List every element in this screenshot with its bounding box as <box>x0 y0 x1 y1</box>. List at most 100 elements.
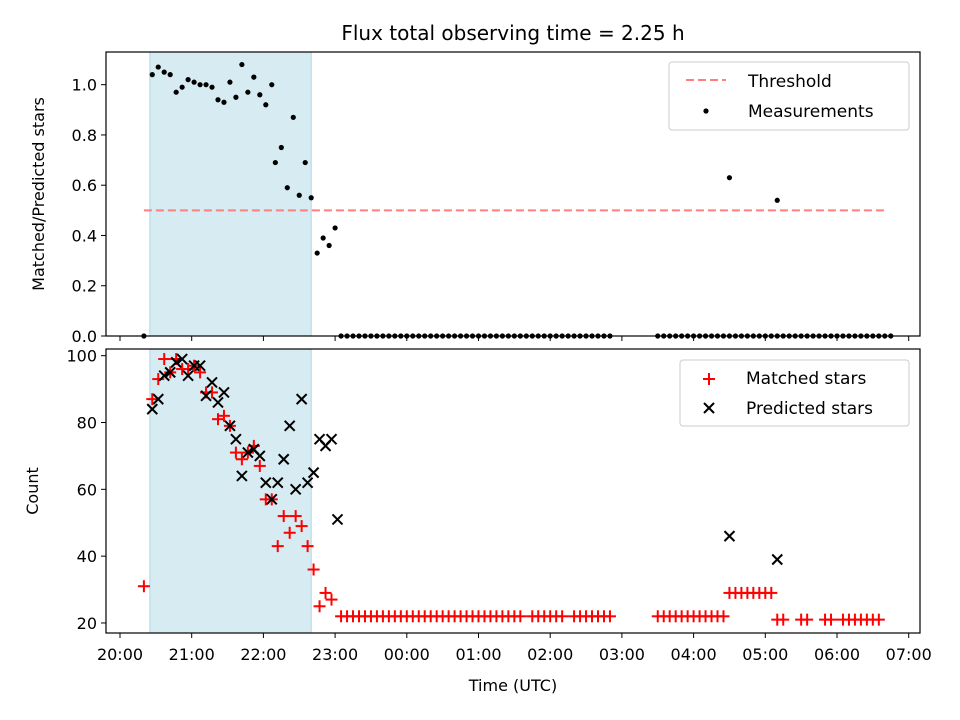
predicted-star-point <box>242 446 254 459</box>
legend-measurements-swatch <box>703 108 709 114</box>
legend-measurements-label: Measurements <box>748 102 874 122</box>
y-tick-label: 40 <box>77 547 97 566</box>
predicted-star-point <box>301 476 314 489</box>
matched-star-point <box>158 353 171 366</box>
measurement-point <box>149 72 155 78</box>
matched-star-point <box>277 510 290 523</box>
matched-star-point <box>283 526 296 539</box>
matched-star-point <box>325 593 338 606</box>
measurement-point <box>191 79 197 85</box>
x-tick-label: 02:00 <box>527 645 573 664</box>
x-tick-label: 01:00 <box>455 645 501 664</box>
x-tick-label: 22:00 <box>240 645 286 664</box>
x-tick-label: 06:00 <box>814 645 860 664</box>
measurement-point <box>185 77 191 83</box>
top-legend: Threshold Measurements <box>668 61 910 131</box>
y-tick-label: 0.8 <box>72 126 97 145</box>
x-tick-label: 05:00 <box>742 645 788 664</box>
matched-star-point <box>301 540 314 553</box>
matched-star-point <box>556 610 569 623</box>
y-tick-label: 1.0 <box>72 76 97 95</box>
y-tick-label: 100 <box>66 347 97 366</box>
matched-star-point <box>295 520 308 533</box>
x-tick-label: 03:00 <box>599 645 645 664</box>
matched-star-point <box>777 613 790 626</box>
measurement-point <box>320 235 326 241</box>
predicted-star-point <box>289 483 302 496</box>
legend-matched-swatch <box>703 373 715 385</box>
predicted-star-point <box>295 393 308 405</box>
y-tick-label: 80 <box>77 414 97 433</box>
measurement-point <box>245 89 251 95</box>
measurement-point <box>215 97 221 103</box>
predicted-star-point <box>272 476 284 489</box>
measurement-point <box>332 225 338 231</box>
legend-predicted-label: Predicted stars <box>746 399 873 419</box>
measurement-point <box>272 159 278 166</box>
x-tick-label: 00:00 <box>384 645 430 664</box>
predicted-star-point <box>278 453 290 465</box>
top-x-ticks <box>119 336 910 341</box>
measurement-point <box>257 92 263 98</box>
legend-matched-label: Matched stars <box>746 369 866 389</box>
measurement-point <box>308 195 314 201</box>
measurement-point <box>179 84 185 90</box>
predicted-star-point <box>254 450 266 462</box>
shaded-interval <box>149 348 312 634</box>
measurement-point <box>302 159 308 166</box>
measurement-point <box>774 197 780 203</box>
predicted-star-point <box>164 366 176 379</box>
measurement-point <box>278 144 284 151</box>
measurement-point <box>239 61 245 68</box>
predicted-star-point <box>325 433 338 445</box>
measurement-point <box>726 175 733 181</box>
bottom-count-points <box>137 353 885 626</box>
predicted-star-point <box>170 356 182 369</box>
matched-star-point <box>307 563 320 576</box>
matched-star-point <box>194 366 207 379</box>
predicted-star-point <box>771 553 783 566</box>
measurement-point <box>227 79 233 85</box>
predicted-star-point <box>283 420 296 432</box>
measurement-point <box>284 185 290 191</box>
predicted-star-point <box>723 530 736 542</box>
legend-threshold-label: Threshold <box>747 72 832 92</box>
measurement-point <box>296 192 302 198</box>
x-axis-label: Time (UTC) <box>468 676 557 695</box>
predicted-star-point <box>146 403 158 415</box>
top-y-axis-label: Matched/Predicted stars <box>29 97 48 291</box>
legend-predicted-swatch <box>703 402 715 414</box>
predicted-star-point <box>236 470 248 482</box>
measurement-point <box>167 72 173 78</box>
top-panel: 0.0 0.2 0.4 0.6 0.8 1.0 Matched/Predicted sta… <box>29 51 921 346</box>
top-shaded-interval <box>149 51 312 337</box>
measurement-point <box>173 89 179 95</box>
predicted-star-point <box>230 433 242 445</box>
matched-star-point <box>319 586 332 599</box>
measurement-point <box>269 82 275 88</box>
bottom-axes-frame <box>105 348 921 634</box>
predicted-star-point <box>206 376 218 389</box>
y-tick-label: 20 <box>77 614 97 633</box>
x-tick-label: 20:00 <box>97 645 143 664</box>
bottom-y-ticks: 20 40 60 80 100 <box>66 347 106 633</box>
top-axes-frame <box>105 51 921 337</box>
matched-star-point <box>137 580 150 593</box>
predicted-star-point <box>158 370 170 382</box>
x-tick-label: 07:00 <box>886 645 932 664</box>
x-tick-label: 21:00 <box>169 645 215 664</box>
matched-star-point <box>872 613 885 626</box>
x-tick-label: 04:00 <box>671 645 717 664</box>
predicted-star-point <box>224 420 236 432</box>
matched-star-point <box>235 453 248 466</box>
predicted-star-point <box>194 359 206 372</box>
measurement-point <box>233 94 239 100</box>
predicted-star-point <box>260 476 272 489</box>
bottom-panel: 20 40 60 80 100 20:00 21:00 22:00 23:00 00:00 01:… <box>23 347 932 695</box>
chart-title: Flux total observing time = 2.25 h <box>341 21 684 45</box>
measurement-point <box>155 64 161 70</box>
bottom-x-ticks: 20:00 21:00 22:00 23:00 00:00 01:00 02:00 03:00… <box>97 633 932 664</box>
y-tick-label: 60 <box>77 480 97 499</box>
matched-star-point <box>717 610 730 623</box>
